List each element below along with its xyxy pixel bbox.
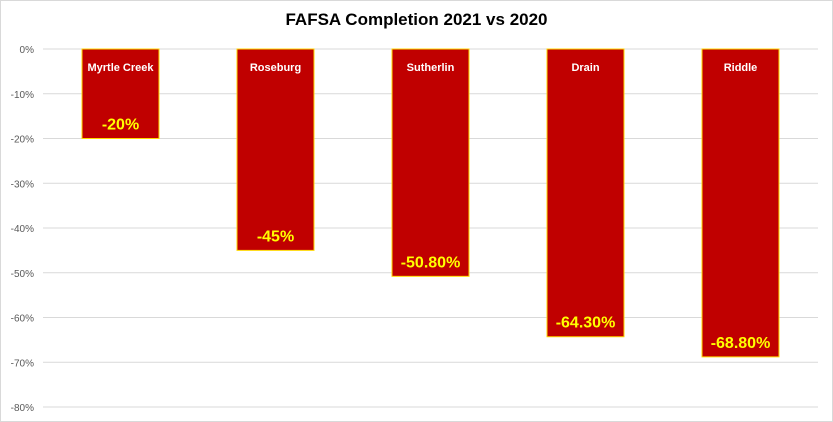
data-label: -20% (102, 117, 139, 134)
data-label: -45% (257, 228, 294, 245)
y-tick-label: 0% (20, 45, 35, 56)
category-label: Sutherlin (407, 62, 455, 74)
category-label: Riddle (724, 62, 758, 74)
y-tick-label: -10% (11, 90, 34, 101)
bar (391, 48, 470, 277)
y-tick-label: -50% (11, 269, 34, 280)
data-label: -68.80% (711, 335, 771, 352)
data-label: -64.30% (556, 315, 616, 332)
y-tick-label: -70% (11, 358, 34, 369)
y-tick-label: -40% (11, 224, 34, 235)
bar-labels: Myrtle Creek -20% Roseburg -45% Sutherlin -50… (87, 62, 770, 352)
y-tick-label: -20% (11, 135, 34, 146)
y-tick-label: -30% (11, 179, 34, 190)
chart-title: FAFSA Completion 2021 vs 2020 (285, 10, 548, 29)
y-tick-label: -80% (11, 403, 34, 414)
category-label: Drain (571, 62, 599, 74)
bar (701, 48, 780, 358)
data-label: -50.80% (401, 254, 461, 271)
y-tick-label: -60% (11, 314, 34, 325)
category-label: Myrtle Creek (87, 62, 154, 74)
bar (81, 48, 160, 139)
y-axis-ticks: 0% -10% -20% -30% -40% -50% -60% -70% -80% (11, 45, 34, 414)
bar (236, 48, 315, 251)
bars (81, 48, 780, 358)
category-label: Roseburg (250, 62, 301, 74)
bar (546, 48, 625, 338)
